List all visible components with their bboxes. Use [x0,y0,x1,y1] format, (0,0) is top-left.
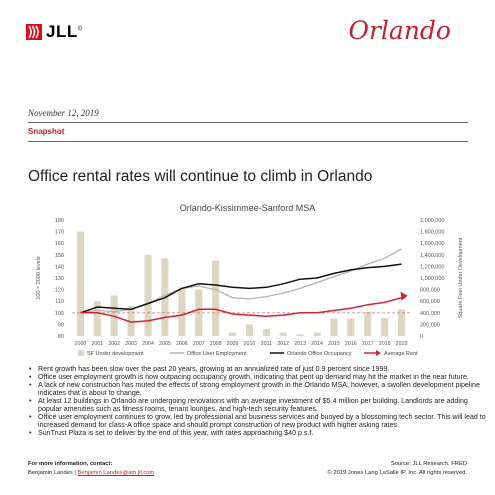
legend-label: Office User Employment [187,351,247,357]
y-left-tick-label: 140 [55,264,64,270]
x-tick-label: 2010 [244,341,256,347]
y-right-tick-label: 400,000 [420,311,440,317]
legend-label: SF Under development [87,351,144,357]
bar-sf-under-development [127,305,135,336]
bar-sf-under-development [398,309,406,336]
section-label: Snapshot [28,127,65,136]
y-right-tick-label: 1,800,000 [420,230,444,236]
source-text: Source: JLL Research, FRED [390,461,467,467]
x-tick-label: 2000 [75,341,87,347]
bullet-item: Office user employment growth is now out… [29,373,486,381]
bullet-item: Rent growth has been slow over the past … [29,365,486,373]
y-left-tick-label: 150 [55,253,64,259]
y-right-tick-label: 600,000 [420,299,440,305]
contact-name: Benjamin Landes [28,470,73,476]
legend-label: Orlando Office Occupancy [287,351,352,357]
bullet-item: Office user employment continues to grow… [29,413,486,429]
bar-sf-under-development [347,318,355,336]
more-info-label: For more information, contact: [28,461,113,467]
x-tick-label: 2004 [142,341,154,347]
contact-separator: | [72,470,78,476]
y-left-tick-label: 170 [55,230,64,236]
legend-swatch [78,350,84,356]
bar-sf-under-development [381,318,389,336]
bar-sf-under-development [262,329,270,336]
divider [28,141,468,142]
y-left-tick-label: 180 [55,218,64,224]
report-date: November 12, 2019 [28,108,99,118]
bar-sf-under-development [212,260,220,336]
y-right-axis-label: Square Feet Under Development [458,237,464,318]
x-tick-label: 2009 [227,341,239,347]
jll-logo: JLL© [26,22,83,42]
bar-sf-under-development [229,332,237,336]
line-average-rent [80,296,402,323]
x-tick-label: 2014 [311,341,323,347]
legend-label: Average Rent [384,351,418,357]
bar-sf-under-development [245,324,253,336]
jll-logo-icon [26,24,42,40]
bar-sf-under-development [330,318,338,336]
source-info: Source: JLL Research, FRED © 2019 Jones … [327,460,467,478]
y-left-tick-label: 110 [55,299,64,305]
contact-email-link[interactable]: Benjamin.Landes@am.jll.com [77,470,155,476]
x-tick-label: 2017 [362,341,374,347]
x-tick-label: 2019 [396,341,408,347]
y-right-tick-label: 1,600,000 [420,241,444,247]
bullet-item: A lack of new construction has muted the… [29,381,486,397]
headline: Office rental rates will continue to cli… [28,168,373,185]
x-tick-label: 2012 [277,341,289,347]
bar-sf-under-development [296,334,304,336]
legend-arrow [376,350,381,356]
y-right-tick-label: 0 [420,334,423,340]
x-tick-label: 2016 [345,341,357,347]
page-header: JLL© Orlando [0,0,495,70]
bar-sf-under-development [279,332,287,336]
combo-chart: 180 170 160 150 140 130 120 110 100 90 80 2,000,000… [36,218,464,357]
y-right-tick-label: 200,000 [420,322,440,328]
bar-sf-under-development [76,231,84,336]
bar-sf-under-development [93,301,101,336]
x-tick-label: 2015 [328,341,340,347]
y-left-tick-label: 90 [58,322,64,328]
bar-sf-under-development [364,311,372,336]
bullet-item: At least 12 buildings in Orlando are und… [29,397,486,413]
y-left-axis-label: 100 = 2000 levels [36,256,42,300]
rent-arrow-head [400,291,408,301]
logo-text: JLL© [46,22,83,41]
y-right-tick-label: 2,000,000 [420,218,444,224]
y-left-tick-label: 160 [55,241,64,247]
y-left-tick-label: 130 [55,276,64,282]
x-tick-label: 2018 [379,341,391,347]
x-tick-label: 2011 [261,341,272,347]
copyright-text: © 2019 Jones Lang LaSalle IP, Inc. All r… [327,470,467,476]
x-tick-label: 2002 [108,341,120,347]
y-right-tick-label: 800,000 [420,288,440,294]
bar-sf-under-development [144,254,152,336]
bar-sf-under-development [178,287,186,336]
y-left-tick-label: 100 [55,311,64,317]
contact-info: For more information, contact: Benjamin … [28,460,154,478]
bar-sf-under-development [313,332,321,336]
divider [28,122,468,123]
y-right-tick-label: 1,000,000 [420,276,444,282]
city-title: Orlando [348,16,451,45]
y-left-tick-label: 80 [58,334,64,340]
line-office-user-employment [80,248,402,314]
y-right-tick-label: 1,400,000 [420,253,444,259]
x-tick-label: 2007 [193,341,205,347]
chart-title: Orlando-Kissimmee-Sanford MSA [179,203,316,213]
x-tick-label: 2001 [91,341,103,347]
x-tick-label: 2005 [159,341,171,347]
y-left-tick-label: 120 [55,288,64,294]
x-tick-label: 2003 [125,341,137,347]
y-right-tick-label: 1,200,000 [420,264,444,270]
line-orlando-office-occupancy [80,263,402,314]
x-tick-label: 2013 [294,341,306,347]
bullet-list: Rent growth has been slow over the past … [28,365,486,437]
x-tick-label: 2006 [176,341,188,347]
x-tick-label: 2008 [210,341,222,347]
bullet-item: SunTrust Plaza is set to deliver by the … [29,429,486,437]
